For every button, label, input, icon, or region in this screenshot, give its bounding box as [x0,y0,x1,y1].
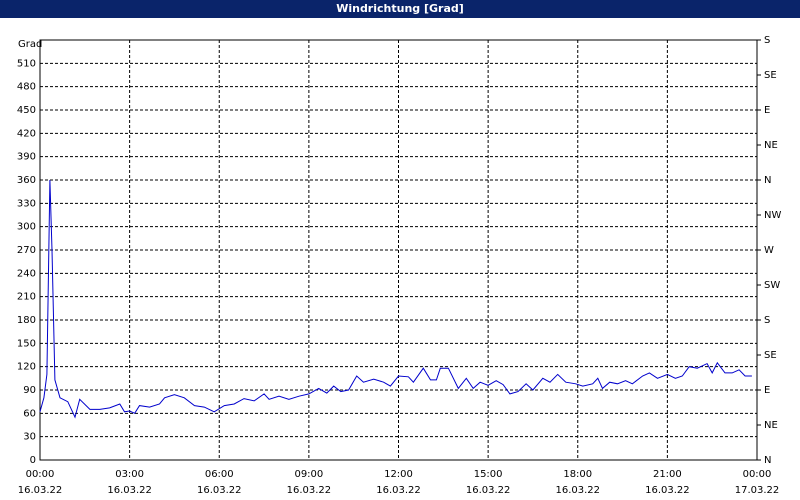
y2-tick-label: NE [764,140,778,151]
y-tick-label: 420 [17,128,36,139]
y2-tick-label: NW [764,210,781,221]
y-tick-label: 450 [17,105,36,116]
x-tick-label: 09:00 16.03.22 [287,469,332,496]
y-tick-label: 60 [23,408,36,419]
x-tick-label: 00:00 16.03.22 [18,469,63,496]
y2-tick-label: SE [764,70,777,81]
x-tick-label: 00:00 17.03.22 [735,469,780,496]
y2-tick-label: NE [764,420,778,431]
y-tick-label: 0 [30,455,36,466]
x-tick-label: 21:00 16.03.22 [645,469,690,496]
y-tick-label: 390 [17,152,36,163]
y2-tick-label: SW [764,280,780,291]
y-tick-label: 210 [17,292,36,303]
y-tick-label: 510 [17,58,36,69]
x-tick-label: 03:00 16.03.22 [107,469,152,496]
y2-tick-label: N [764,175,771,186]
y-tick-label: 300 [17,222,36,233]
y-tick-label: 150 [17,338,36,349]
y-tick-label: 330 [17,198,36,209]
x-tick-label: 15:00 16.03.22 [466,469,511,496]
y-tick-label: 270 [17,245,36,256]
y2-tick-label: E [764,105,770,116]
y2-tick-label: N [764,455,771,466]
y-tick-label: 480 [17,82,36,93]
title-bar: Windrichtung [Grad] [0,0,800,18]
y-tick-label: 240 [17,268,36,279]
y2-tick-label: S [764,315,770,326]
data-line [39,179,752,419]
y-tick-label: 90 [23,385,36,396]
x-tick-label: 12:00 16.03.22 [376,469,421,496]
y-tick-label: 360 [17,175,36,186]
y-tick-label: 180 [17,315,36,326]
y2-tick-label: W [764,245,774,256]
x-tick-label: 06:00 16.03.22 [197,469,242,496]
y-axis-label: Grad [18,39,42,50]
y2-tick-label: S [764,35,770,46]
y2-tick-label: SE [764,350,777,361]
y2-tick-label: E [764,385,770,396]
y-tick-label: 30 [23,432,36,443]
y-tick-label: 120 [17,362,36,373]
x-tick-label: 18:00 16.03.22 [555,469,600,496]
